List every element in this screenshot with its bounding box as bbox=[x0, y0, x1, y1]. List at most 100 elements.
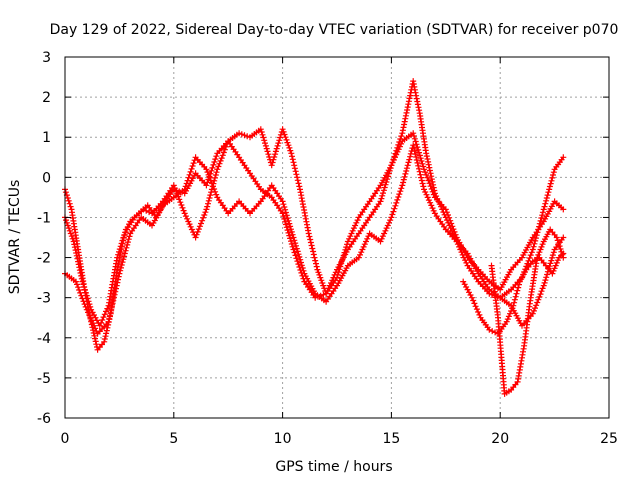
data-point bbox=[312, 257, 319, 264]
data-point bbox=[270, 156, 277, 163]
data-point bbox=[360, 243, 367, 250]
data-point bbox=[560, 154, 567, 161]
data-point bbox=[187, 223, 194, 230]
data-point bbox=[203, 166, 210, 173]
data-point bbox=[549, 254, 556, 261]
data-point bbox=[292, 252, 299, 259]
data-point bbox=[220, 149, 227, 156]
data-point bbox=[265, 151, 272, 158]
data-point bbox=[549, 174, 556, 181]
y-tick-label: -4 bbox=[37, 331, 51, 347]
data-point bbox=[486, 326, 493, 333]
data-point bbox=[108, 306, 115, 313]
data-point bbox=[560, 254, 567, 261]
data-point bbox=[110, 297, 117, 304]
data-point bbox=[291, 249, 298, 256]
data-point bbox=[394, 196, 401, 203]
data-point bbox=[280, 201, 287, 208]
data-point bbox=[104, 305, 111, 312]
y-tick-label: 0 bbox=[42, 170, 51, 186]
data-point bbox=[203, 206, 210, 213]
data-point bbox=[109, 300, 116, 307]
data-point bbox=[539, 285, 546, 292]
data-point bbox=[204, 169, 211, 176]
data-point bbox=[294, 174, 301, 181]
data-point bbox=[88, 317, 95, 324]
data-point bbox=[413, 141, 420, 148]
data-point bbox=[318, 277, 325, 284]
data-point bbox=[188, 226, 195, 233]
data-point bbox=[190, 160, 197, 167]
x-tick-label: 15 bbox=[382, 431, 400, 447]
data-point bbox=[180, 207, 187, 214]
data-point bbox=[392, 202, 399, 209]
data-point bbox=[282, 221, 289, 228]
data-point bbox=[430, 191, 437, 198]
data-point bbox=[446, 214, 453, 221]
data-point bbox=[123, 244, 130, 251]
data-point bbox=[272, 148, 279, 155]
data-point bbox=[452, 231, 459, 238]
data-point bbox=[545, 189, 552, 196]
data-point bbox=[124, 239, 131, 246]
data-point bbox=[215, 163, 222, 170]
data-point bbox=[300, 267, 307, 274]
data-point bbox=[207, 192, 214, 199]
data-point bbox=[553, 234, 560, 241]
data-point bbox=[186, 171, 193, 178]
data-point bbox=[282, 209, 289, 216]
data-point bbox=[504, 316, 511, 323]
data-point bbox=[86, 312, 93, 318]
data-point bbox=[513, 290, 520, 297]
data-point bbox=[395, 194, 402, 200]
data-point bbox=[285, 142, 292, 149]
data-point bbox=[340, 252, 347, 259]
data-point bbox=[549, 252, 556, 259]
data-point bbox=[282, 218, 289, 225]
data-point bbox=[541, 203, 548, 210]
data-point bbox=[525, 257, 532, 264]
data-point bbox=[411, 135, 418, 142]
data-point bbox=[224, 141, 231, 147]
data-point bbox=[294, 177, 301, 184]
data-point bbox=[447, 217, 454, 224]
data-point bbox=[308, 242, 315, 249]
data-point bbox=[213, 191, 220, 198]
data-point bbox=[417, 155, 424, 162]
data-point bbox=[407, 153, 414, 160]
data-point bbox=[87, 314, 94, 321]
y-tick-label: -1 bbox=[37, 210, 51, 226]
data-point bbox=[390, 208, 397, 215]
data-point bbox=[99, 317, 106, 323]
data-point bbox=[424, 194, 431, 201]
data-point bbox=[416, 165, 422, 172]
y-tick-label: -6 bbox=[37, 411, 51, 427]
y-tick-label: -5 bbox=[37, 371, 51, 387]
data-point bbox=[536, 293, 543, 300]
data-series bbox=[62, 78, 567, 397]
data-point bbox=[336, 266, 343, 273]
data-point bbox=[401, 173, 408, 180]
data-point bbox=[282, 206, 289, 213]
data-point bbox=[426, 167, 433, 174]
data-point bbox=[271, 154, 278, 160]
data-point bbox=[413, 154, 420, 160]
data-point bbox=[530, 243, 537, 250]
data-point bbox=[84, 295, 91, 302]
data-point bbox=[514, 287, 521, 294]
data-point bbox=[377, 238, 384, 245]
data-point bbox=[75, 284, 82, 291]
data-point bbox=[66, 227, 73, 234]
data-point bbox=[388, 214, 395, 221]
data-point bbox=[355, 254, 362, 261]
data-point bbox=[216, 160, 223, 167]
data-point bbox=[443, 209, 450, 216]
data-point bbox=[410, 142, 417, 149]
data-point bbox=[475, 309, 482, 315]
data-point bbox=[67, 230, 74, 237]
data-point bbox=[292, 168, 299, 175]
data-point bbox=[188, 165, 195, 172]
data-point bbox=[212, 172, 219, 178]
data-point bbox=[449, 223, 456, 230]
data-point bbox=[211, 186, 218, 192]
